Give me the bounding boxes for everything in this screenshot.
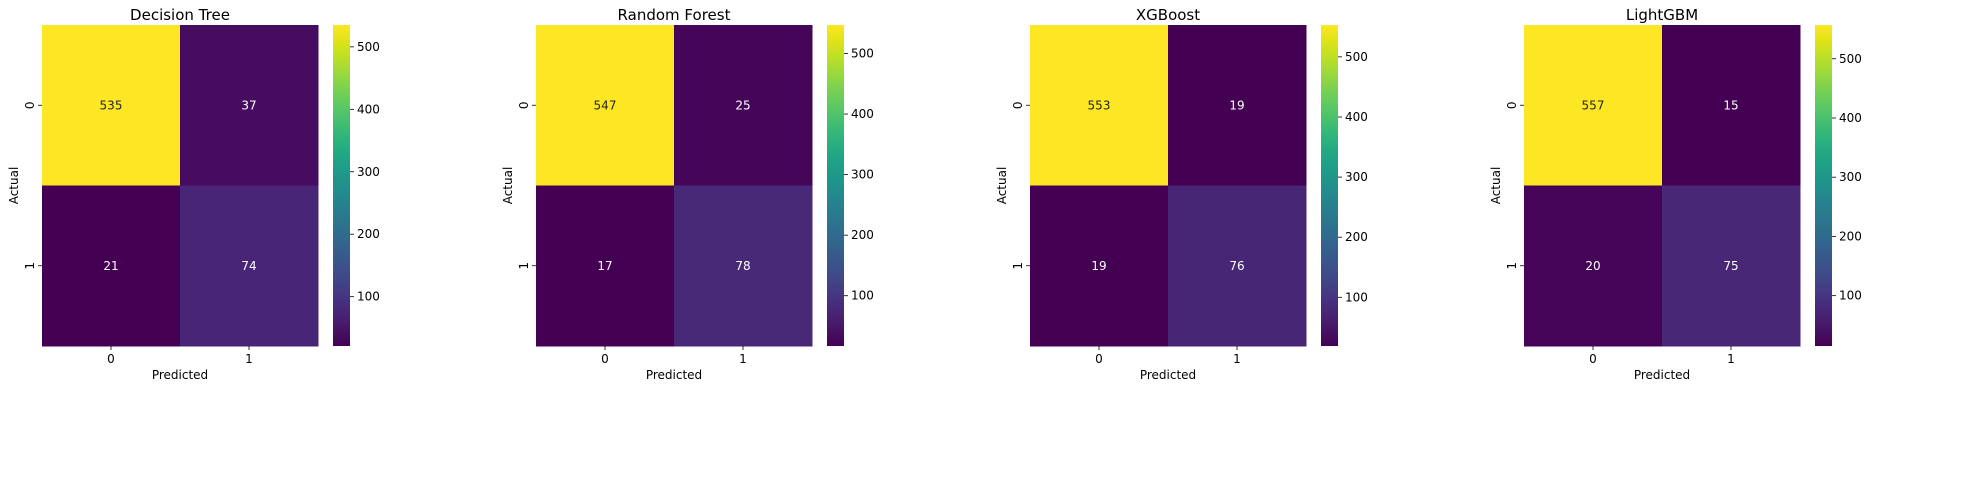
cell-value-label: 19 (1091, 259, 1106, 273)
colorbar-tick-label: 100 (1345, 290, 1368, 304)
colorbar-tick-label: 400 (851, 107, 874, 121)
y-tick-label: 0 (1011, 101, 1025, 109)
heatmap-panel: Random Forest 547 25 17 78 0 1 Predicted 0 1 Actua… (501, 6, 874, 382)
y-tick-label: 1 (1505, 262, 1519, 270)
y-axis-label: Actual (995, 167, 1009, 205)
x-tick-label: 0 (107, 352, 115, 366)
colorbar (1321, 25, 1338, 346)
heatmap-cell (1524, 25, 1663, 186)
colorbar-tick-label: 400 (1345, 110, 1368, 124)
y-tick-label: 0 (23, 101, 37, 109)
heatmap-cell (536, 25, 675, 186)
colorbar-tick-label: 200 (1839, 229, 1862, 243)
cell-value-label: 76 (1229, 259, 1244, 273)
heatmap-panel: XGBoost 553 19 19 76 0 1 Predicted 0 1 Actual 100 20… (995, 6, 1368, 382)
colorbar-tick-label: 300 (1345, 170, 1368, 184)
heatmap-panel: LightGBM 557 15 20 75 0 1 Predicted 0 1 Actual 100 2… (1489, 6, 1862, 382)
heatmap-cell (1168, 185, 1307, 347)
colorbar-tick-label: 400 (357, 102, 380, 116)
y-tick-label: 0 (1505, 101, 1519, 109)
heatmap-cell (1524, 185, 1663, 347)
colorbar-tick-label: 500 (1345, 50, 1368, 64)
heatmap-cell (674, 25, 813, 186)
y-tick-label: 1 (23, 262, 37, 270)
heatmap-cell (1662, 185, 1801, 347)
x-tick-label: 1 (245, 352, 253, 366)
cell-value-label: 535 (100, 98, 123, 112)
heatmap-cell (536, 185, 675, 347)
chart-title: Random Forest (618, 6, 731, 24)
y-tick-label: 0 (517, 101, 531, 109)
y-axis-label: Actual (501, 167, 515, 205)
cell-value-label: 547 (594, 98, 617, 112)
cell-value-label: 19 (1229, 98, 1244, 112)
cell-value-label: 37 (241, 98, 256, 112)
x-tick-label: 1 (739, 352, 747, 366)
y-axis-label: Actual (7, 167, 21, 205)
chart-title: LightGBM (1626, 6, 1698, 24)
cell-value-label: 21 (103, 259, 118, 273)
colorbar-tick-label: 200 (1345, 230, 1368, 244)
heatmap-cell (180, 25, 319, 186)
cell-value-label: 78 (735, 259, 750, 273)
cell-value-label: 74 (241, 259, 256, 273)
x-axis-label: Predicted (1634, 368, 1690, 382)
colorbar-tick-label: 500 (851, 46, 874, 60)
cell-value-label: 557 (1582, 98, 1605, 112)
y-tick-label: 1 (517, 262, 531, 270)
colorbar (1815, 25, 1832, 346)
cell-value-label: 553 (1088, 98, 1111, 112)
colorbar-tick-label: 400 (1839, 111, 1862, 125)
heatmap-cell (1030, 25, 1169, 186)
colorbar-tick-label: 300 (357, 165, 380, 179)
colorbar-tick-label: 300 (851, 168, 874, 182)
x-tick-label: 0 (1095, 352, 1103, 366)
heatmap-cell (42, 25, 181, 186)
cell-value-label: 20 (1585, 259, 1600, 273)
heatmap-cell (42, 185, 181, 347)
colorbar (333, 25, 350, 346)
cell-value-label: 75 (1723, 259, 1738, 273)
heatmap-cell (674, 185, 813, 347)
x-tick-label: 1 (1727, 352, 1735, 366)
colorbar-tick-label: 100 (1839, 289, 1862, 303)
colorbar (827, 25, 844, 346)
heatmap-cell (1030, 185, 1169, 347)
y-tick-label: 1 (1011, 262, 1025, 270)
x-tick-label: 0 (601, 352, 609, 366)
colorbar-tick-label: 200 (357, 227, 380, 241)
heatmap-cell (1662, 25, 1801, 186)
colorbar-tick-label: 100 (851, 289, 874, 303)
heatmap-cell (180, 185, 319, 347)
colorbar-tick-label: 500 (1839, 52, 1862, 66)
colorbar-tick-label: 100 (357, 290, 380, 304)
chart-title: XGBoost (1136, 6, 1200, 24)
x-tick-label: 0 (1589, 352, 1597, 366)
cell-value-label: 15 (1723, 98, 1738, 112)
colorbar-tick-label: 200 (851, 228, 874, 242)
heatmap-panel: Decision Tree 535 37 21 74 0 1 Predicted 0 1 Actua… (7, 6, 380, 382)
x-axis-label: Predicted (152, 368, 208, 382)
cell-value-label: 17 (597, 259, 612, 273)
colorbar-tick-label: 300 (1839, 170, 1862, 184)
x-axis-label: Predicted (646, 368, 702, 382)
cell-value-label: 25 (735, 98, 750, 112)
x-axis-label: Predicted (1140, 368, 1196, 382)
colorbar-tick-label: 500 (357, 40, 380, 54)
heatmap-cell (1168, 25, 1307, 186)
y-axis-label: Actual (1489, 167, 1503, 205)
x-tick-label: 1 (1233, 352, 1241, 366)
chart-title: Decision Tree (130, 6, 230, 24)
